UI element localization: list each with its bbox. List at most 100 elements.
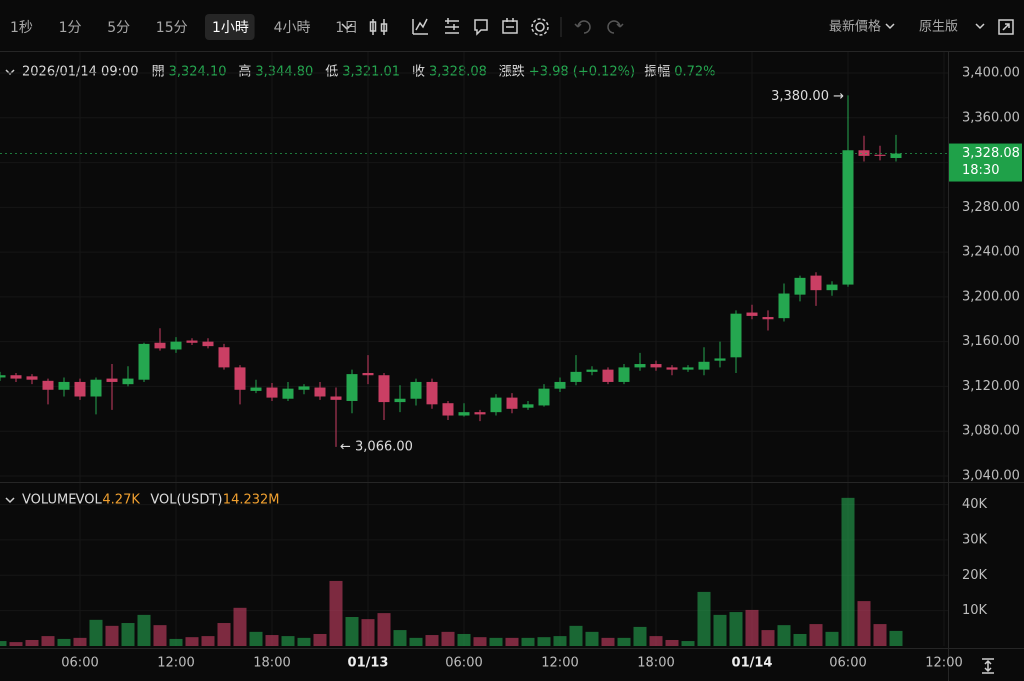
info-value: 3,328.08: [429, 65, 487, 80]
interval-tab[interactable]: 4小時: [274, 20, 311, 36]
volume-bar: [425, 635, 439, 646]
drawing-icon[interactable]: [474, 19, 488, 36]
info-label: 高: [238, 64, 251, 80]
volume-bar: [105, 625, 119, 646]
candle-body: [42, 380, 54, 390]
candle-body: [378, 375, 390, 403]
time-label: 18:00: [637, 656, 674, 671]
collapse-volume-arrow[interactable]: [5, 497, 15, 504]
volume-bar: [569, 625, 583, 646]
interval-tab[interactable]: 1秒: [10, 20, 33, 36]
countdown-label: 18:30: [962, 163, 999, 178]
interval-tab[interactable]: 1小時: [212, 20, 249, 36]
volume-bar: [825, 631, 839, 646]
candle-body: [122, 378, 134, 385]
candle-body: [570, 371, 582, 382]
volume-bar: [601, 637, 615, 646]
candle-body: [890, 153, 902, 158]
price-tick-label: 3,280.00: [962, 200, 1020, 215]
candle-body: [346, 374, 358, 401]
calendar-icon[interactable]: [502, 18, 518, 34]
redo-icon[interactable]: [607, 20, 624, 34]
candle-body: [0, 375, 6, 378]
volume-bar: [409, 637, 423, 646]
volume-bar: [857, 601, 871, 646]
dropdown-arrows[interactable]: [885, 23, 985, 30]
interval-tab[interactable]: 15分: [156, 20, 188, 36]
info-value: 0.72%: [674, 65, 715, 80]
volume-bar: [121, 623, 135, 646]
settings-gear[interactable]: [531, 18, 549, 36]
undo-icon[interactable]: [574, 20, 591, 34]
candle-body: [106, 378, 118, 382]
version-select[interactable]: 原生版: [919, 20, 958, 35]
volume-tick-label: 30K: [962, 532, 988, 547]
volume-bar: [697, 591, 711, 646]
volume-tick-label: 10K: [962, 603, 988, 618]
volume-bar: [249, 631, 263, 646]
price-tick-label: 3,040.00: [962, 468, 1020, 483]
candle-body: [778, 293, 790, 319]
candle-body: [282, 388, 294, 399]
more-intervals[interactable]: [341, 23, 353, 31]
volume-bar: [137, 614, 151, 646]
interval-tab[interactable]: 1日: [335, 20, 358, 36]
volume-title: VOLUME: [22, 493, 76, 508]
candle-body: [138, 343, 150, 380]
info-label: 收: [412, 65, 425, 80]
price-type-select[interactable]: 最新價格: [829, 19, 881, 35]
volume-bar: [345, 617, 359, 646]
indicator-icon[interactable]: [412, 18, 428, 35]
candle-body: [234, 367, 246, 390]
collapse-arrow[interactable]: [5, 69, 15, 76]
volume-bar: [329, 580, 343, 646]
volume-bar: [57, 638, 71, 646]
volume-bar: [297, 637, 311, 646]
candle-body: [650, 364, 662, 368]
candle-body: [522, 404, 534, 408]
info-label: 漲跌: [499, 64, 525, 80]
time-label: 12:00: [541, 656, 578, 671]
volume-bar: [873, 624, 887, 646]
info-label: 低: [325, 65, 338, 80]
volume-bar: [441, 631, 455, 646]
volume-bar: [809, 624, 823, 646]
volume-bar: [729, 612, 743, 646]
candle-body: [858, 150, 870, 156]
volume-bar: [665, 639, 679, 646]
last-price-label: 3,328.08: [962, 146, 1020, 161]
settings-icon[interactable]: [535, 22, 545, 32]
volume-bar: [89, 619, 103, 646]
price-tick-label: 3,200.00: [962, 289, 1020, 304]
volume-bar: [889, 630, 903, 646]
candle-body: [250, 387, 262, 391]
interval-tab[interactable]: 1分: [59, 20, 82, 36]
volume-bar: [745, 609, 759, 646]
settings-list-icon[interactable]: [445, 18, 459, 34]
volume-tick-label: 40K: [962, 497, 988, 512]
scale-toggle-icon[interactable]: [982, 658, 994, 674]
price-tick-label: 3,400.00: [962, 66, 1020, 81]
volume-bar: [217, 623, 231, 646]
fullscreen-icon[interactable]: [998, 19, 1014, 35]
candle-body: [842, 150, 854, 285]
volume-bar: [777, 625, 791, 646]
chart-type-icon[interactable]: [369, 19, 388, 35]
volume-bar: [457, 633, 471, 646]
info-label: 振幅: [644, 65, 670, 80]
candle-body: [10, 375, 22, 379]
interval-tab[interactable]: 5分: [107, 20, 130, 36]
volume-bar: [201, 636, 215, 646]
candle-body: [458, 412, 470, 416]
candle-body: [506, 397, 518, 409]
candle-body: [58, 381, 70, 390]
info-value: 3,321.01: [342, 65, 400, 80]
candle-body: [394, 398, 406, 403]
candle-body: [330, 396, 342, 400]
candle-body: [474, 412, 486, 415]
candle-body: [202, 341, 214, 347]
candle-body: [554, 381, 566, 389]
price-tick-label: 3,240.00: [962, 245, 1020, 260]
